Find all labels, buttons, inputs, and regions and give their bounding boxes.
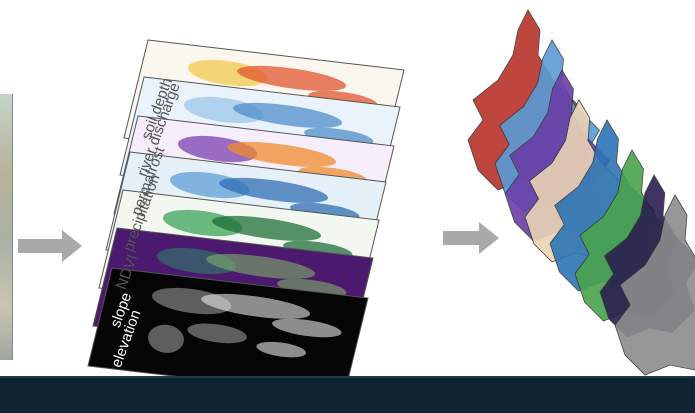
map-blotch (272, 318, 342, 338)
map-blotch (162, 209, 243, 237)
map-blotch (177, 135, 258, 163)
map-blotch (233, 102, 343, 128)
map-blotch (187, 59, 268, 87)
map-blotch (201, 293, 311, 319)
source-map-thumbnail (0, 94, 13, 360)
catchment-stack (467, 9, 695, 376)
layer-map-pattern (148, 287, 342, 358)
map-blotch (187, 323, 247, 344)
map-blotch (151, 287, 232, 315)
map-blotch (227, 141, 337, 167)
footer-bar (0, 376, 695, 413)
map-blotch (219, 177, 329, 203)
layer-stack (87, 39, 405, 397)
arrow-right-icon (443, 222, 499, 254)
map-blotch (183, 96, 264, 124)
map-blotch (169, 171, 250, 199)
catchment-layer (614, 194, 695, 376)
map-blotch (256, 341, 306, 358)
map-blotch (212, 215, 322, 241)
arrow-left-icon (18, 230, 82, 262)
map-blotch (206, 253, 316, 279)
map-blotch (148, 324, 184, 353)
layer-elevation (87, 267, 369, 397)
map-blotch (156, 247, 237, 275)
map-blotch (237, 65, 347, 91)
